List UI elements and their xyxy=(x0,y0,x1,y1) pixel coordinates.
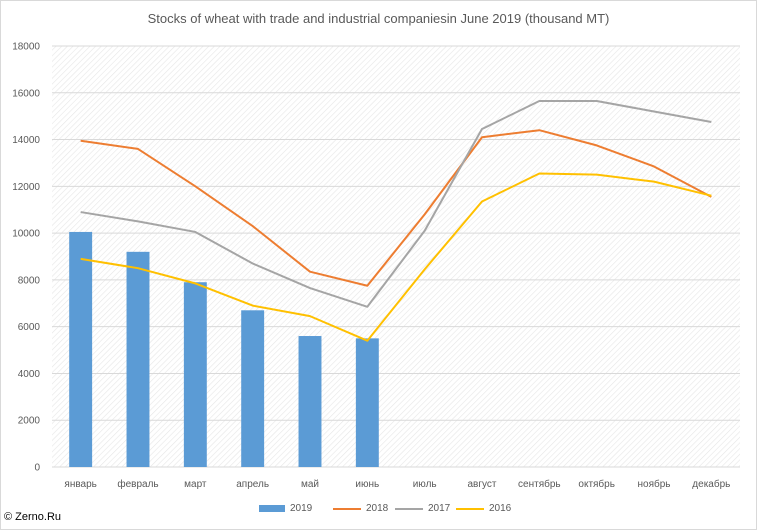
legend-label: 2019 xyxy=(290,503,313,514)
legend-swatch xyxy=(395,507,423,510)
y-tick-label: 16000 xyxy=(12,88,40,99)
bar-2019-5 xyxy=(355,338,379,467)
x-tick-label: июнь xyxy=(355,479,379,490)
x-tick-label: сентябрь xyxy=(518,478,561,490)
y-tick-label: 14000 xyxy=(12,135,40,146)
x-tick-label: январь xyxy=(64,479,96,490)
bar-2019-4 xyxy=(298,336,322,467)
gridlines xyxy=(52,45,740,468)
x-tick-label: октябрь xyxy=(578,478,615,490)
x-tick-label: март xyxy=(184,479,207,490)
x-tick-label: июль xyxy=(413,479,437,490)
line-series xyxy=(80,99,712,342)
legend-item-2018: 2018 xyxy=(333,503,388,514)
y-tick-label: 10000 xyxy=(12,229,40,240)
y-tick-label: 2000 xyxy=(18,416,41,427)
y-tick-label: 12000 xyxy=(12,182,40,193)
bar-2019-1 xyxy=(126,251,150,467)
y-tick-label: 18000 xyxy=(12,42,40,53)
legend-label: 2018 xyxy=(366,503,389,514)
x-axis-tick-labels: январь февраль март апрель май июнь июль август… xyxy=(64,478,730,490)
y-axis-tick-labels: 0 2000 4000 6000 8000 10000 12000 14000 16000 180… xyxy=(12,42,40,474)
y-tick-label: 6000 xyxy=(18,322,41,333)
legend-swatch xyxy=(456,507,484,510)
x-tick-label: декабрь xyxy=(692,478,730,490)
bar-2019-0 xyxy=(69,231,93,467)
chart-legend: 2019 2018 2017 2016 xyxy=(0,503,757,519)
bar-2019-3 xyxy=(241,310,265,467)
legend-swatch xyxy=(333,507,361,510)
line-series-2016 xyxy=(80,172,712,342)
legend-swatch xyxy=(259,505,285,512)
x-tick-label: май xyxy=(301,479,319,490)
legend-item-2017: 2017 xyxy=(395,503,450,514)
y-tick-label: 8000 xyxy=(18,275,41,286)
x-tick-label: август xyxy=(468,479,497,490)
legend-item-2016: 2016 xyxy=(456,503,511,514)
plot-area-background xyxy=(52,46,740,467)
y-tick-label: 4000 xyxy=(18,369,41,380)
legend-label: 2017 xyxy=(428,503,451,514)
x-tick-label: февраль xyxy=(117,478,158,490)
copyright-text: © Zerno.Ru xyxy=(4,511,62,523)
chart-title: Stocks of wheat with trade and industria… xyxy=(147,11,610,26)
legend-item-2019: 2019 xyxy=(259,503,312,514)
x-tick-label: ноябрь xyxy=(638,478,671,490)
y-tick-label: 0 xyxy=(34,463,40,474)
legend-label: 2016 xyxy=(489,503,512,514)
bars-2019 xyxy=(69,231,379,467)
line-series-2018 xyxy=(80,129,712,287)
line-series-2017 xyxy=(80,99,712,308)
x-tick-label: апрель xyxy=(236,479,269,490)
bar-2019-2 xyxy=(183,282,207,467)
